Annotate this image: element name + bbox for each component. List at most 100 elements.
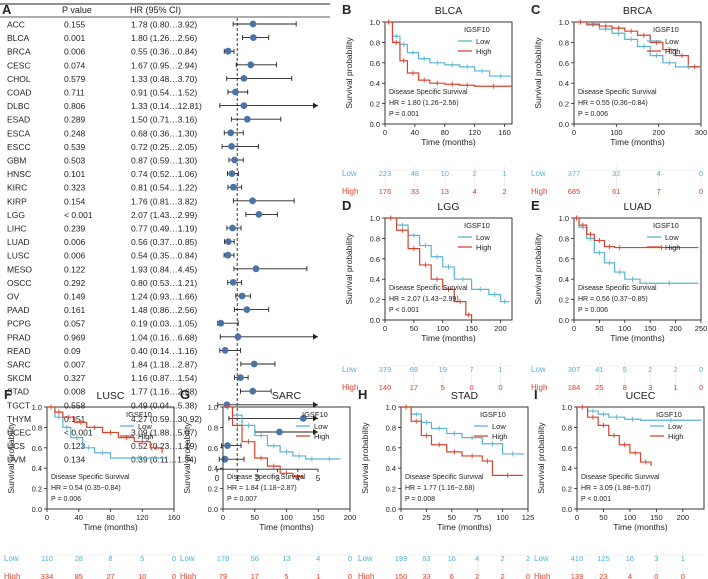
risk-value-low: 56 [251, 554, 259, 563]
forest-row-name: ESCA [7, 128, 30, 138]
km-legend-low: Low [476, 37, 490, 46]
km-curve-high [47, 406, 163, 453]
forest-row-hr: 1.24 (0.93…1.66) [131, 292, 197, 302]
risk-value-high: 33 [422, 572, 430, 579]
km-x-tick-label: 150 [650, 513, 663, 522]
km-panel-blca: B BLCA 0.0 0.2 0.4 0.6 0.8 1.0 Survival probabil… [342, 2, 513, 198]
forest-hr-point [243, 115, 251, 123]
risk-value-low: 0 [348, 554, 352, 563]
forest-row-name: UCEC [7, 428, 31, 438]
km-x-tick-label: 200 [677, 513, 690, 522]
forest-hr-point [227, 129, 235, 137]
forest-row-name: READ [7, 346, 31, 356]
km-y-tick-label: 0.6 [208, 444, 218, 453]
km-x-tick-label: 80 [441, 128, 449, 137]
km-x-tick-label: 150 [465, 324, 478, 333]
km-legend-low: Low [665, 37, 679, 46]
risk-label-high: High [534, 572, 550, 579]
forest-ci-arrow [313, 429, 318, 435]
km-y-tick-label: 1.0 [562, 403, 572, 412]
km-x-tick-label: 150 [312, 513, 325, 522]
risk-value-high: 7 [657, 187, 661, 196]
km-x-tick-label: 50 [599, 513, 607, 522]
risk-value-low: 0 [172, 554, 176, 563]
risk-value-high: 23 [599, 572, 607, 579]
forest-row-hr: 0.77 (0.49…1.19) [131, 224, 197, 234]
km-y-tick-label: 1.0 [370, 18, 380, 27]
risk-value-low: 2 [648, 365, 652, 374]
risk-label-low: Low [180, 554, 195, 563]
risk-value-high: 1 [316, 572, 320, 579]
km-x-tick-label: 0 [383, 128, 387, 137]
risk-value-high: 2 [501, 572, 505, 579]
forest-hr-point [276, 428, 283, 436]
km-y-tick-label: 0.2 [208, 485, 218, 494]
km-x-tick-label: 250 [695, 324, 708, 333]
forest-hr-point [240, 75, 248, 82]
risk-value-high: 0 [348, 572, 352, 579]
forest-x-tick-label: 0 [215, 474, 220, 483]
risk-value-high: 184 [568, 383, 581, 392]
risk-value-high: 0 [172, 572, 176, 579]
forest-row-hr: 0.81 (0.54…1.22) [131, 183, 197, 193]
risk-value-high: 17 [410, 383, 418, 392]
forest-row-hr: 2.07 (1.43…2.99) [131, 210, 197, 220]
forest-ci-arrow [313, 401, 318, 408]
forest-row-hr: 1.33 (0.48…3.70) [131, 74, 197, 84]
km-x-tick-label: 0 [399, 513, 403, 522]
forest-x-tick-label: 2 [255, 474, 260, 483]
km-x-tick-label: 100 [624, 513, 637, 522]
risk-value-low: 1 [502, 169, 506, 178]
forest-row-hr: 1.67 (0.95…2.94) [131, 60, 197, 70]
km-y-tick-label: 1.0 [32, 403, 42, 412]
forest-hr-point [243, 306, 251, 313]
km-x-tick-label: 160 [168, 513, 181, 522]
risk-value-high: 334 [41, 572, 54, 579]
km-y-tick-label: 0.0 [562, 505, 572, 514]
forest-row-name: UVM [7, 455, 26, 465]
panel-label: H [358, 387, 367, 402]
forest-row-hr: 0.68 (0.36…1.30) [131, 128, 197, 138]
risk-value-high: 140 [379, 383, 392, 392]
risk-label-low: Low [342, 365, 357, 374]
risk-value-high: 5 [441, 383, 445, 392]
km-legend-title: IGSF10 [126, 410, 152, 419]
km-x-tick-label: 200 [344, 513, 357, 522]
forest-hr-point [249, 20, 257, 28]
risk-label-low: Low [4, 554, 19, 563]
km-x-label: Time (months) [610, 333, 665, 343]
km-x-tick-label: 40 [411, 128, 419, 137]
panel-label: G [180, 387, 190, 402]
forest-row-hr: 1.84 (1.18…2.87) [131, 360, 197, 370]
km-legend-high: High [314, 432, 329, 441]
forest-ci-arrow [313, 333, 318, 340]
km-curve-low [223, 406, 341, 460]
forest-row-pvalue: 0.154 [64, 196, 86, 206]
forest-hr-point [249, 34, 257, 41]
forest-row-name: TGCT [7, 400, 30, 410]
km-curve-high [223, 406, 303, 479]
km-y-tick-label: 1.0 [386, 403, 396, 412]
forest-row-pvalue: 0.007 [64, 360, 86, 370]
risk-value-low: 0 [699, 365, 703, 374]
risk-label-low: Low [534, 554, 549, 563]
km-y-label: Survival probability [6, 422, 16, 494]
forest-hr-point [234, 333, 242, 341]
km-y-tick-label: 0.2 [386, 485, 396, 494]
km-hr: HR = 3.09 (1.88−5.07) [581, 485, 651, 492]
forest-row-pvalue: 0.074 [64, 60, 86, 70]
km-y-label: Survival probability [533, 37, 543, 109]
km-curve-low [401, 406, 524, 455]
km-pvalue: P = 0.006 [51, 496, 81, 503]
risk-value-low: 10 [441, 169, 449, 178]
forest-plot: A P value HR (95% CI) ACC 0.155 1.78 (0.80…3.… [0, 2, 330, 483]
km-legend-title: IGSF10 [653, 221, 679, 230]
panel-label: I [534, 387, 538, 402]
km-x-tick-label: 100 [619, 324, 632, 333]
km-y-tick-label: 0.2 [370, 296, 380, 305]
forest-hr-point [224, 47, 232, 55]
panel-label: E [531, 198, 540, 213]
risk-label-low: Low [358, 554, 373, 563]
km-curve-high [385, 217, 473, 320]
